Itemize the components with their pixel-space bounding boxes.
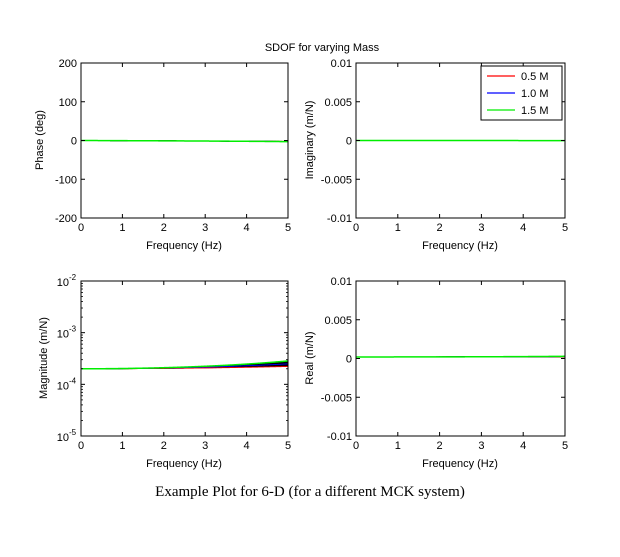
phase-xtick-label: 2 (161, 222, 167, 234)
real-ytick-label: 0.01 (331, 276, 352, 288)
magnitude-ylabel: Magnitude (m/N) (38, 317, 50, 399)
imag-ytick-label: 0 (346, 136, 352, 148)
phase-series-line-1.5M (81, 139, 288, 143)
phase-ytick-label: -100 (55, 174, 77, 186)
magnitude-axes: Frequency (Hz) Magnitude (m/N) 0 1 2 3 4 510-… (38, 273, 291, 470)
phase-axes: Frequency (Hz) Phase (deg) 0 1 2 3 4 5 200 100 0… (34, 58, 291, 252)
real-xtick-label: 2 (437, 440, 443, 452)
imag-ytick-label: 0.01 (331, 58, 352, 70)
mag-xtick-label: 2 (161, 440, 167, 452)
mag-series-group (81, 360, 288, 370)
real-plot-frame (355, 280, 566, 437)
real-xtick-label: 0 (353, 440, 359, 452)
mag-ytick-label: 10 (57, 329, 69, 341)
real-xtick-label: 3 (478, 440, 484, 452)
imaginary-ylabel: Imaginary (m/N) (304, 101, 316, 180)
phase-ytick-label: 100 (59, 97, 77, 109)
imag-legend-label: 1.0 M (521, 88, 549, 100)
real-xtick-label: 5 (562, 440, 568, 452)
imag-xtick-label: 1 (395, 222, 401, 234)
real-series-group (356, 355, 565, 358)
phase-xtick-label: 1 (119, 222, 125, 234)
mag-ytick-label: 10 (57, 432, 69, 444)
real-ytick-label: 0.005 (324, 315, 352, 327)
imag-xtick-label: 3 (478, 222, 484, 234)
real-ytick-label: -0.005 (321, 392, 352, 404)
imag-ytick-label: -0.005 (321, 174, 352, 186)
phase-xlabel: Frequency (Hz) (146, 240, 222, 252)
imag-legend: 0.5 M 1.0 M 1.5 M (480, 65, 563, 121)
mag-ytick-exponent: -3 (69, 325, 77, 334)
imag-xtick-label: 2 (437, 222, 443, 234)
imaginary-axes: Frequency (Hz) Imaginary (m/N) 0 1 2 3 4 5 0.0… (304, 58, 568, 252)
real-axes: Frequency (Hz) Real (m/N) 0 1 2 3 4 5 0.01 0.00… (304, 276, 568, 470)
real-xtick-label: 1 (395, 440, 401, 452)
phase-ylabel: Phase (deg) (34, 110, 46, 170)
phase-xtick-label: 5 (285, 222, 291, 234)
figure-suptitle: SDOF for varying Mass (265, 42, 380, 54)
real-xlabel: Frequency (Hz) (422, 458, 498, 470)
mag-xtick-label: 3 (202, 440, 208, 452)
mag-ytick-exponent: -5 (69, 428, 77, 437)
phase-ytick-label: 0 (71, 136, 77, 148)
phase-xtick-label: 3 (202, 222, 208, 234)
mag-xtick-label: 4 (244, 440, 250, 452)
imag-xtick-label: 4 (520, 222, 526, 234)
imag-legend-label: 0.5 M (521, 71, 549, 83)
imag-ytick-label: -0.01 (327, 213, 352, 225)
phase-series-group (81, 139, 288, 143)
imag-xtick-label: 5 (562, 222, 568, 234)
real-ytick-label: 0 (346, 354, 352, 366)
phase-ytick-label: 200 (59, 58, 77, 70)
mag-ytick-exponent: -4 (69, 376, 77, 385)
figure-caption: Example Plot for 6-D (for a different MC… (155, 484, 465, 500)
mag-series-line-1.5M (81, 360, 288, 370)
imag-xtick-label: 0 (353, 222, 359, 234)
mag-xtick-label: 1 (119, 440, 125, 452)
magnitude-xlabel: Frequency (Hz) (146, 458, 222, 470)
real-ylabel: Real (m/N) (304, 331, 316, 384)
mag-xtick-label: 0 (78, 440, 84, 452)
phase-ytick-label: -200 (55, 213, 77, 225)
imag-legend-label: 1.5 M (521, 105, 549, 117)
real-ytick-label: -0.01 (327, 431, 352, 443)
mag-plot-frame (80, 280, 289, 437)
imaginary-xlabel: Frequency (Hz) (422, 240, 498, 252)
imag-ytick-label: 0.005 (324, 97, 352, 109)
mag-ytick-label: 10 (57, 277, 69, 289)
mag-xtick-label: 5 (285, 440, 291, 452)
mag-ytick-label: 10 (57, 380, 69, 392)
real-series-line-1.5M (356, 355, 565, 358)
real-xtick-label: 4 (520, 440, 526, 452)
mag-ytick-exponent: -2 (69, 273, 77, 282)
phase-xtick-label: 4 (244, 222, 250, 234)
phase-xtick-label: 0 (78, 222, 84, 234)
